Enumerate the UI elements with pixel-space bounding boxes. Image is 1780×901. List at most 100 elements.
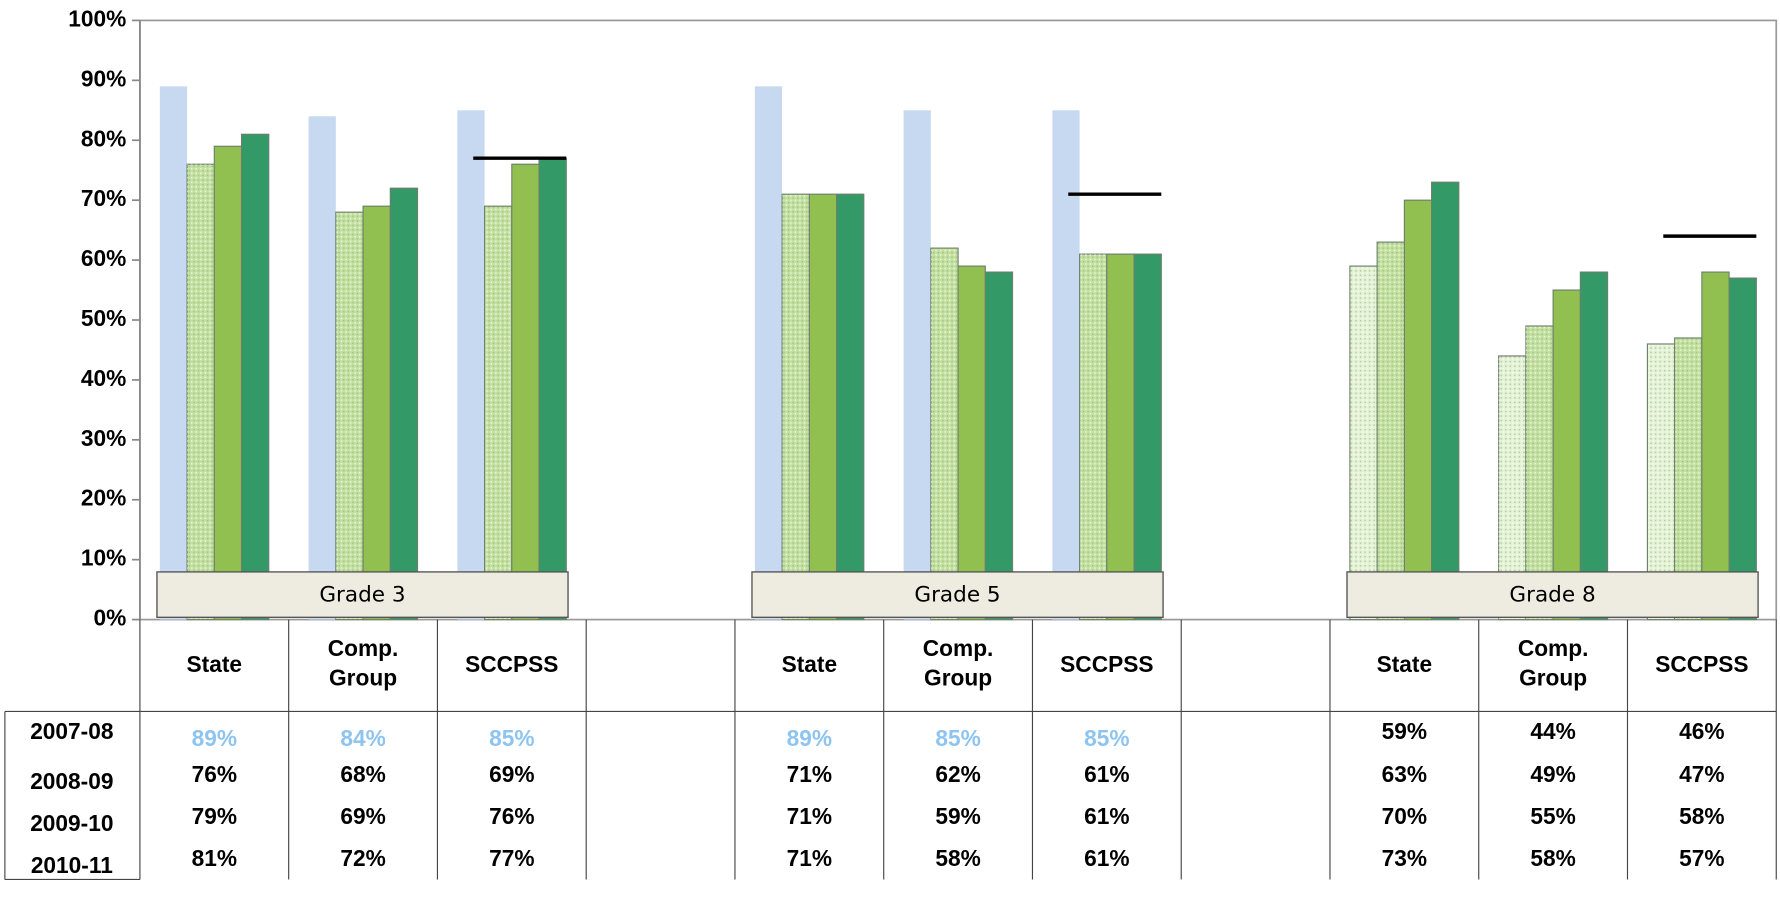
bar <box>1376 241 1405 621</box>
bar-fill <box>362 205 391 621</box>
group-label: Grade 5 <box>914 583 1000 608</box>
bar-fill <box>389 187 419 621</box>
x-category-label: Comp. Group <box>328 635 399 691</box>
bar-fill <box>957 265 986 621</box>
y-tick-label: 10% <box>81 545 126 571</box>
bar <box>511 163 540 621</box>
bar <box>1079 253 1108 621</box>
bar <box>808 193 838 621</box>
x-category-label: State <box>187 651 242 677</box>
x-category-label: SCCPSS <box>1060 651 1153 677</box>
x-category-label: State <box>782 651 837 677</box>
bar-texture <box>1349 266 1378 620</box>
bar-fill <box>1133 253 1162 621</box>
y-tick-label: 100% <box>68 5 126 31</box>
y-tick-label: 20% <box>81 485 126 511</box>
value-label: 71% <box>787 845 832 871</box>
bar <box>213 145 243 621</box>
bar-fill <box>457 110 485 620</box>
bar-texture <box>930 248 959 620</box>
bar <box>1052 110 1080 620</box>
value-label: 63% <box>1382 761 1427 787</box>
bar-texture <box>187 164 215 620</box>
bar-texture <box>335 212 364 620</box>
y-tick-label: 30% <box>81 425 126 451</box>
bar <box>1349 265 1378 621</box>
bar-texture <box>1525 325 1554 620</box>
value-label: 84% <box>340 725 385 751</box>
value-label: 61% <box>1084 803 1129 829</box>
bar-fill <box>240 133 270 621</box>
value-label: 49% <box>1530 761 1575 787</box>
bar <box>781 193 810 621</box>
value-label: 71% <box>787 761 832 787</box>
x-category-label: State <box>1377 651 1432 677</box>
bar-fill <box>308 116 336 620</box>
value-label: 69% <box>340 803 385 829</box>
row-label: 2008-09 <box>30 768 113 794</box>
bar <box>1133 253 1162 621</box>
bar-fill <box>1403 199 1433 621</box>
y-tick-label: 60% <box>81 245 126 271</box>
x-category-label: SCCPSS <box>1655 651 1748 677</box>
y-tick-label: 80% <box>81 125 126 151</box>
bar <box>538 157 567 621</box>
bar <box>186 163 215 621</box>
value-label: 76% <box>192 761 237 787</box>
bar <box>1431 181 1460 621</box>
value-label: 58% <box>1679 803 1724 829</box>
value-label: 79% <box>192 803 237 829</box>
value-label: 62% <box>935 761 980 787</box>
bar-fill <box>754 86 783 620</box>
bar-fill <box>1431 181 1460 621</box>
x-category-label: Comp. Group <box>923 635 994 691</box>
bar-texture <box>1079 254 1107 620</box>
value-label: 70% <box>1382 803 1427 829</box>
group-label-box <box>156 571 569 618</box>
bar-fill <box>1552 289 1581 621</box>
bar <box>957 265 986 621</box>
value-label: 77% <box>489 845 534 871</box>
bar-fill <box>903 110 931 620</box>
x-category-label: SCCPSS <box>465 651 558 677</box>
value-label: 73% <box>1382 845 1427 871</box>
value-label: 47% <box>1679 761 1724 787</box>
row-label: 2007-08 <box>30 718 113 744</box>
bar-fill <box>511 163 540 621</box>
value-label: 46% <box>1679 718 1724 744</box>
bar-texture <box>1377 242 1405 620</box>
bar <box>1701 271 1730 621</box>
group-label: Grade 3 <box>319 583 405 608</box>
value-label: 58% <box>1530 845 1575 871</box>
bar-fill <box>984 271 1014 621</box>
value-label: 44% <box>1530 718 1575 744</box>
value-label: 72% <box>340 845 385 871</box>
value-label: 89% <box>192 725 237 751</box>
value-label: 68% <box>340 761 385 787</box>
bar <box>362 205 391 621</box>
group-label-box <box>751 571 1164 618</box>
bar <box>903 110 931 620</box>
bar-fill <box>808 193 838 621</box>
value-label: 59% <box>935 803 980 829</box>
bar-fill <box>1579 271 1609 621</box>
x-category-label: Comp. Group <box>1518 635 1589 691</box>
bar-fill <box>159 86 188 620</box>
bar-fill <box>835 193 865 621</box>
group-label: Grade 8 <box>1509 583 1595 608</box>
bar <box>754 86 783 620</box>
bar <box>930 247 959 621</box>
value-label: 58% <box>935 845 980 871</box>
bar <box>308 116 336 620</box>
bar-fill <box>1106 253 1135 621</box>
value-label: 57% <box>1679 845 1724 871</box>
bar-texture <box>782 194 810 620</box>
y-tick-label: 0% <box>94 605 127 631</box>
bar <box>484 205 513 621</box>
y-tick-label: 90% <box>81 65 126 91</box>
value-label: 85% <box>1084 725 1129 751</box>
bar-texture <box>484 206 512 620</box>
bar <box>1106 253 1135 621</box>
value-label: 81% <box>192 845 237 871</box>
